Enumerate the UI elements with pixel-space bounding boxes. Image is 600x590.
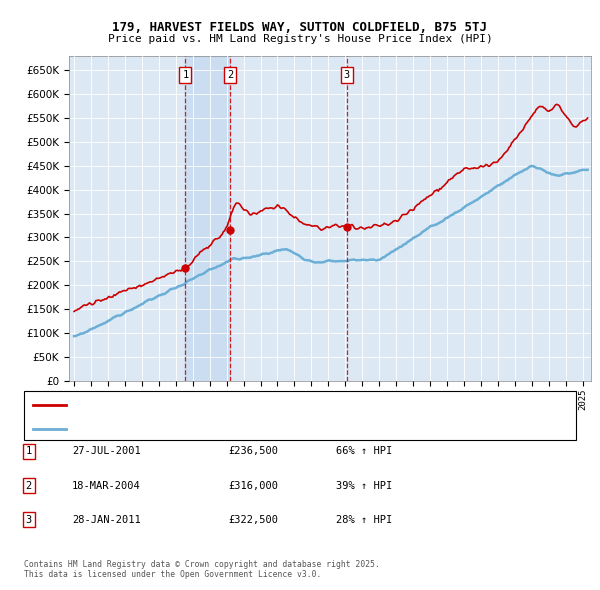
Text: Contains HM Land Registry data © Crown copyright and database right 2025.
This d: Contains HM Land Registry data © Crown c… xyxy=(24,560,380,579)
Text: 18-MAR-2004: 18-MAR-2004 xyxy=(72,481,141,490)
Text: 179, HARVEST FIELDS WAY, SUTTON COLDFIELD, B75 5TJ: 179, HARVEST FIELDS WAY, SUTTON COLDFIEL… xyxy=(113,21,487,34)
Text: 3: 3 xyxy=(26,515,32,525)
Bar xyxy=(185,56,230,381)
Text: 3: 3 xyxy=(343,70,350,80)
Text: 66% ↑ HPI: 66% ↑ HPI xyxy=(336,447,392,456)
Text: 39% ↑ HPI: 39% ↑ HPI xyxy=(336,481,392,490)
Text: 1: 1 xyxy=(182,70,188,80)
Text: 27-JUL-2001: 27-JUL-2001 xyxy=(72,447,141,456)
Text: 1: 1 xyxy=(26,447,32,456)
Text: 28-JAN-2011: 28-JAN-2011 xyxy=(72,515,141,525)
Text: 2: 2 xyxy=(227,70,233,80)
Text: 28% ↑ HPI: 28% ↑ HPI xyxy=(336,515,392,525)
Text: 179, HARVEST FIELDS WAY, SUTTON COLDFIELD, B75 5TJ (detached house): 179, HARVEST FIELDS WAY, SUTTON COLDFIEL… xyxy=(69,399,463,409)
Text: 2: 2 xyxy=(26,481,32,490)
Text: £316,000: £316,000 xyxy=(228,481,278,490)
Text: £236,500: £236,500 xyxy=(228,447,278,456)
Text: HPI: Average price, detached house, Birmingham: HPI: Average price, detached house, Birm… xyxy=(69,424,339,434)
Text: £322,500: £322,500 xyxy=(228,515,278,525)
Text: Price paid vs. HM Land Registry's House Price Index (HPI): Price paid vs. HM Land Registry's House … xyxy=(107,34,493,44)
